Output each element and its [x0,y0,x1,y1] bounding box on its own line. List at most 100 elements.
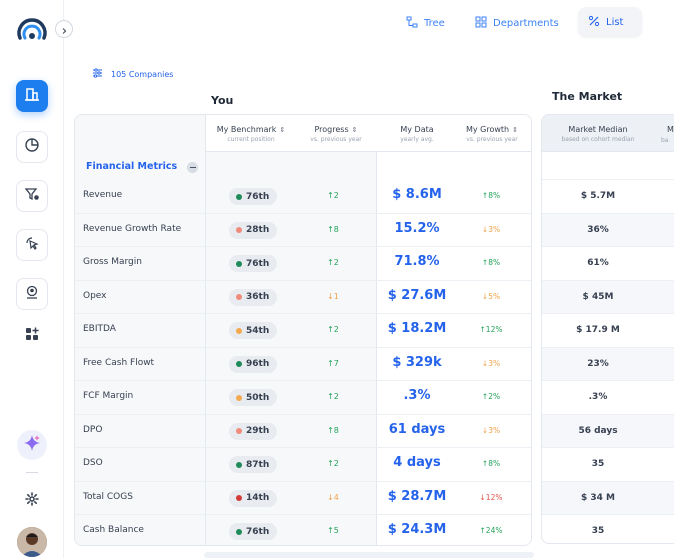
table-row[interactable]: Total COGS 14th ↓4 $ 28.7M ↓12% [75,482,531,515]
market-row[interactable]: 23% [542,347,674,381]
growth-value: ↓12% [479,492,503,502]
market-median-header-title: Market Median [568,125,628,134]
market-table: Market Median based on cohort median M b… [541,114,674,544]
market-row[interactable]: 56 days [542,414,674,448]
companies-filter[interactable]: 105 Companies [92,68,173,80]
benchmark-value: 76th [246,191,270,202]
benchmark-badge: 87th [229,456,277,473]
column-header-progress[interactable]: Progress ⇕ vs. previous year [303,125,369,143]
progress-header-title: Progress [314,125,349,134]
metric-name: Gross Margin [83,257,142,267]
market-row[interactable]: $ 45M [542,280,674,314]
collapse-group-icon[interactable] [187,162,198,173]
sliders-icon [92,68,103,80]
progress-value: ↑2 [327,325,339,334]
market-row[interactable]: 35 [542,515,674,543]
market-median-value: 56 days [578,425,618,436]
data-growth-columns [376,115,531,545]
growth-value: ↑24% [479,526,503,535]
sidebar-item-targets[interactable] [16,229,48,261]
tab-tree[interactable]: Tree [396,9,455,37]
benchmark-badge: 96th [229,355,277,373]
market-median-header-subtitle: based on cohort median [561,136,635,143]
market-group-spacer [542,152,674,180]
market-median-value: 36% [587,224,609,235]
sidebar-item-profile[interactable] [16,278,48,310]
tab-list[interactable]: List [578,7,642,37]
metric-name: DPO [83,424,103,435]
progress-value: ↑7 [327,358,339,368]
progress-value: ↑2 [327,258,339,267]
tab-departments[interactable]: Departments [465,9,569,37]
benchmark-badge: 76th [229,255,277,272]
my-data-value: 61 days [388,421,446,437]
market-table-header: Market Median based on cohort median M b… [542,115,674,152]
status-dot [236,193,242,200]
metric-name: Total COGS [83,491,133,502]
my-data-header-subtitle: yearly avg. [400,136,434,143]
market-row[interactable]: $ 34 M [542,481,674,515]
status-dot [236,260,242,267]
market-row[interactable]: 61% [542,247,674,281]
column-header-market-median[interactable]: Market Median based on cohort median [542,125,654,143]
sidebar-item-apps[interactable] [16,320,48,352]
market-section-title: The Market [552,90,623,103]
table-row[interactable]: Revenue Growth Rate 28th ↑8 15.2% ↓3% [75,214,531,247]
benchmark-badge: 14th [229,489,277,507]
app-logo[interactable] [15,16,49,50]
sort-icon: ⇕ [279,126,286,134]
column-header-my-growth[interactable]: My Growth ⇕ vs. previous year [457,125,527,143]
market-row[interactable]: $ 5.7M [542,180,674,214]
my-data-value: 4 days [393,455,441,470]
market-row[interactable]: 35 [542,448,674,482]
sidebar-item-companies[interactable] [16,80,48,112]
table-row[interactable]: DSO 87th ↑2 4 days ↑8% [75,448,531,482]
table-row[interactable]: DPO 29th ↑8 61 days ↓3% [75,415,531,448]
column-header-my-data[interactable]: My Data yearly avg. [376,125,458,143]
table-row[interactable]: Revenue 76th ↑2 $ 8.6M ↑8% [75,180,531,214]
sidebar-item-filters[interactable] [16,180,48,212]
table-row[interactable]: EBITDA 54th ↑2 $ 18.2M ↑12% [75,314,531,348]
market-row[interactable]: .3% [542,381,674,415]
ai-assistant-button[interactable] [17,430,47,460]
my-data-value: $ 18.2M [387,321,447,336]
benchmark-badge: 36th [229,288,277,306]
my-data-value: 15.2% [394,220,440,236]
metric-name: Free Cash Flowt [83,357,155,368]
growth-value: ↓3% [481,425,501,435]
settings-button[interactable] [22,490,42,510]
market-row[interactable]: 36% [542,213,674,247]
market-row[interactable]: $ 17.9 M [542,314,674,348]
status-dot [236,227,242,233]
progress-value: ↑8 [327,425,339,435]
table-row[interactable]: Gross Margin 76th ↑2 71.8% ↑8% [75,247,531,281]
my-data-value: $ 8.6M [392,187,442,202]
benchmark-value: 28th [246,225,270,235]
table-row[interactable]: Cash Balance 76th ↑5 $ 24.3M ↑24% [75,515,531,545]
table-row[interactable]: FCF Margin 50th ↑2 .3% ↑2% [75,381,531,415]
pie-chart-icon [24,137,40,157]
column-header-benchmark[interactable]: My Benchmark ⇕ current position [206,125,296,143]
table-row[interactable]: Opex 36th ↓1 $ 27.6M ↓5% [75,281,531,314]
status-dot [236,294,242,300]
avatar[interactable] [17,527,47,557]
you-section-title: You [211,94,234,107]
status-dot [236,461,242,468]
group-label: Financial Metrics [86,161,178,172]
progress-value: ↓1 [327,291,339,301]
benchmark-value: 14th [246,493,270,503]
benchmark-badge: 28th [229,221,277,239]
horizontal-scrollbar[interactable] [204,552,534,558]
metric-name: Cash Balance [83,525,144,535]
truncated-column-subheader: ba [661,137,669,144]
sidebar-collapse-button[interactable] [55,20,73,38]
metric-name: DSO [83,458,103,468]
sidebar-item-analytics[interactable] [16,131,48,163]
grid-icon [475,16,487,31]
benchmark-value: 36th [246,292,270,302]
apps-plus-icon [24,326,40,346]
growth-header-subtitle: vs. previous year [466,136,518,143]
truncated-column-header: M [667,125,674,134]
table-row[interactable]: Free Cash Flowt 96th ↑7 $ 329k ↓3% [75,348,531,381]
market-median-value: 23% [587,358,609,369]
